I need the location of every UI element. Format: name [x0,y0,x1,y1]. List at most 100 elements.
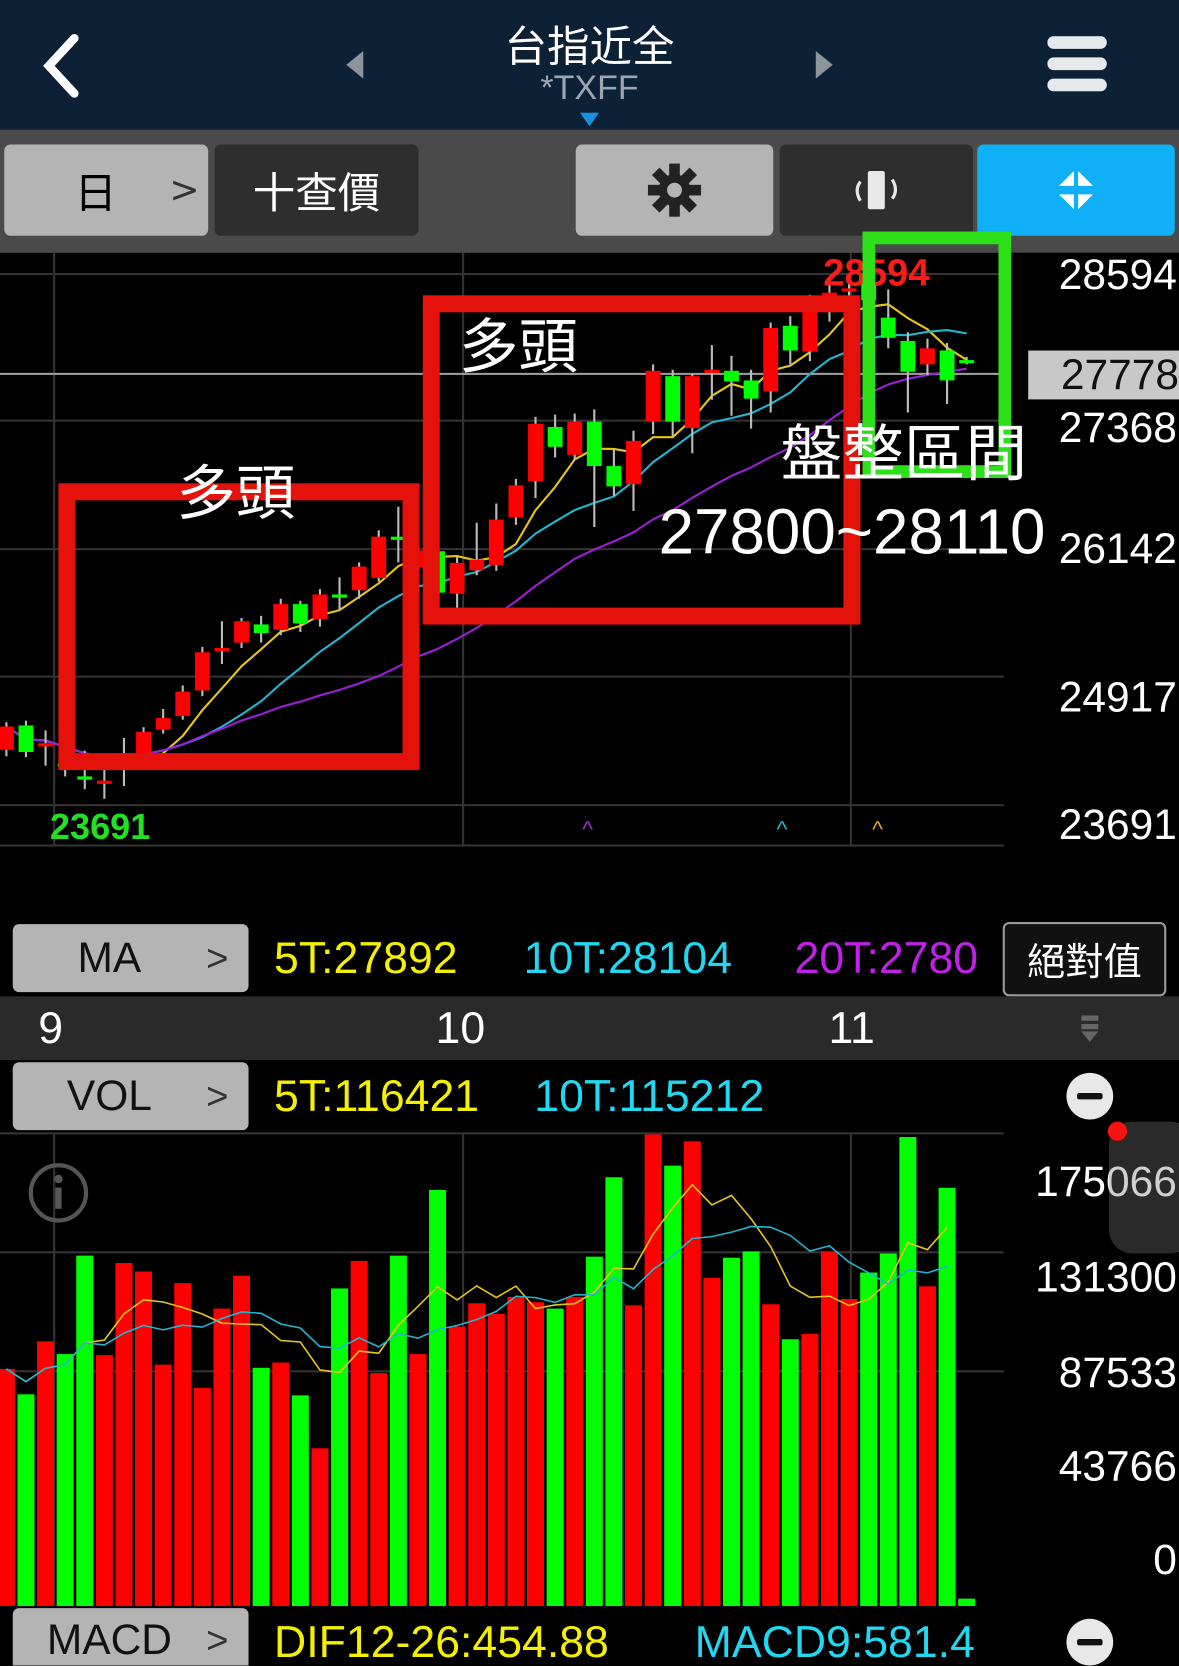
next-triangle-icon[interactable] [814,49,835,81]
rotate-button[interactable] [779,144,973,236]
volume-bar [370,1373,388,1607]
candle-body [38,743,54,747]
candle-body [763,327,779,392]
gridline [0,419,1004,422]
current-price-line [0,372,1004,375]
gridline [53,252,56,846]
ma10-value: 10T:28104 [523,932,733,983]
gridline [0,1251,1004,1254]
back-chevron-icon[interactable] [40,33,82,98]
volume-bar [507,1296,525,1607]
volume-bar [409,1354,427,1607]
volume-bar [448,1326,466,1607]
period-label: 日 [74,169,117,219]
candle-body [77,776,93,780]
prev-triangle-icon[interactable] [344,49,365,81]
macd-indicator-button[interactable]: MACD > [12,1608,249,1666]
volume-bar [585,1256,603,1607]
info-icon[interactable] [28,1162,90,1224]
candle-body [802,302,818,352]
volume-bar [331,1288,349,1607]
toolbar: 日 > 十查價 [0,129,1179,253]
candle-body [136,731,151,758]
date-axis: 9 10 11 [0,996,1179,1061]
minus-circle-icon[interactable] [1066,1618,1114,1666]
page-title: 台指近全 [504,23,675,73]
minus-circle-icon[interactable] [1066,1072,1114,1120]
volume-bar [115,1263,133,1607]
annotation-bull-2: 多頭 [458,313,578,383]
bull-trend-box-1 [58,483,420,771]
quote-lookup-button[interactable]: 十查價 [214,144,419,236]
price-axis-label: 27368 [1058,404,1177,452]
volume-bar [468,1303,486,1607]
candle-body [920,348,935,365]
volume-axis-label: 87533 [1058,1350,1177,1397]
side-handle[interactable] [1108,1121,1179,1254]
volume-bar [840,1299,858,1607]
absolute-value-button[interactable]: 絕對值 [1002,921,1167,997]
macd-signal-value: MACD9:581.4 [694,1616,975,1666]
volume-bar [17,1394,35,1607]
volume-bar [781,1339,799,1607]
annotation-range-title: 盤整區間 [780,417,1028,490]
volume-bar [624,1305,642,1607]
candle-body [175,691,191,716]
candle-body [292,604,308,624]
candle-body [567,421,583,455]
gridline [0,804,1004,807]
menu-icon[interactable] [1047,36,1109,92]
candle-body [626,440,641,485]
period-select-button[interactable]: 日 > [4,144,209,236]
candle-body [724,370,739,382]
vol-indicator-button[interactable]: VOL > [12,1062,249,1131]
volume-bar [76,1255,94,1607]
candle-body [880,317,896,338]
ma5-value: 5T:27892 [274,932,458,983]
volume-axis-label: 43766 [1058,1443,1177,1491]
candle-body [488,519,504,566]
vol-ma10-value: 10T:115212 [534,1070,765,1121]
symbol-code[interactable]: *TXFF [540,67,639,107]
gridline [53,1132,56,1607]
candle-body [606,466,622,487]
high-price-label: 28594 [823,250,930,295]
price-axis-label: 23691 [1058,801,1177,849]
volume-bar [95,1355,113,1607]
macd-button-label: MACD [46,1616,172,1663]
fullscreen-button[interactable] [977,144,1175,236]
volume-bar [762,1304,780,1607]
volume-bar [429,1189,447,1607]
volume-bar [213,1308,231,1607]
vol-button-label: VOL [66,1072,152,1120]
volume-bar [193,1387,211,1607]
chevron-right-icon: > [169,168,200,212]
volume-bar [350,1260,368,1607]
settings-button[interactable] [575,144,774,236]
volume-bar [860,1272,878,1607]
caret-icon: ^ [582,815,594,843]
candle-body [900,340,916,372]
candle-body [0,726,14,750]
volume-bar [291,1395,309,1607]
ma-indicator-button[interactable]: MA > [12,924,249,993]
candle-body [547,426,563,447]
ma20-value: 20T:2780 [794,932,979,983]
volume-bar [527,1302,545,1607]
volume-bar [135,1271,153,1607]
volume-bar [233,1275,251,1607]
price-axis-label: 24917 [1058,674,1177,722]
collapse-icon[interactable] [1079,1015,1100,1043]
candle-body [18,725,34,753]
candle-body [586,421,602,467]
volume-bar [958,1598,976,1607]
dropdown-triangle-icon[interactable] [579,112,600,128]
candle-body [959,360,975,364]
candle-body [469,559,485,571]
volume-bar [742,1251,760,1607]
volume-bar [487,1313,505,1607]
volume-bar [566,1296,584,1607]
candle-body [704,369,720,373]
candle-body [939,350,955,381]
